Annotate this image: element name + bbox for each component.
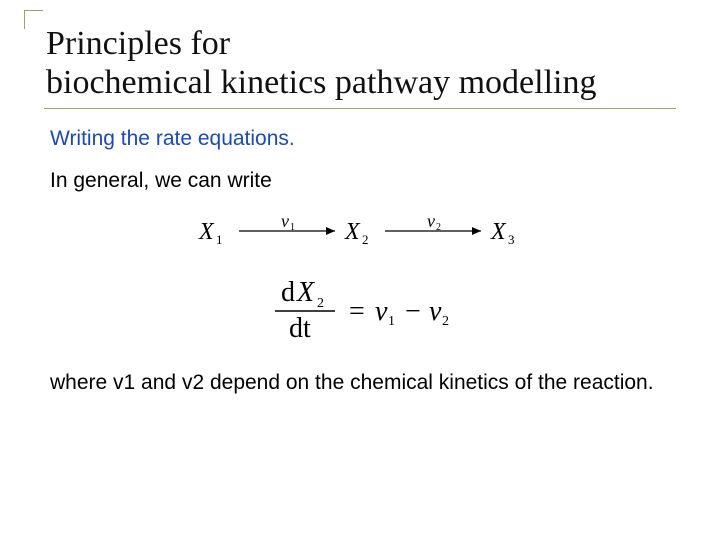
svg-text:3: 3 <box>508 232 515 247</box>
closing-text: where v1 and v2 depend on the chemical k… <box>50 371 670 395</box>
lead-text: In general, we can write <box>50 169 670 193</box>
title-underline <box>44 108 676 109</box>
closing-mid: and <box>135 371 182 394</box>
svg-text:v: v <box>427 211 435 231</box>
closing-v1-sub: 1 <box>124 371 136 394</box>
subtitle: Writing the rate equations. <box>50 127 670 151</box>
svg-text:v: v <box>429 296 442 327</box>
reaction-diagram: X1v1X2v2X3 <box>50 211 670 251</box>
slide-body: Writing the rate equations. In general, … <box>40 127 680 395</box>
svg-text:v: v <box>375 296 388 327</box>
svg-text:2: 2 <box>442 314 449 329</box>
svg-text:1: 1 <box>290 222 295 233</box>
svg-text:2: 2 <box>362 232 369 247</box>
equation-svg: dX2dt=v1−v2 <box>257 271 463 351</box>
slide: Principles for biochemical kinetics path… <box>0 0 720 540</box>
reaction-svg: X1v1X2v2X3 <box>187 211 533 251</box>
svg-text:X: X <box>490 219 507 245</box>
closing-pre: where <box>50 371 113 394</box>
closing-post: depend on the chemical kinetics of the r… <box>204 371 653 394</box>
svg-text:X: X <box>198 219 215 245</box>
closing-v2: v <box>182 371 193 394</box>
title-line-1: Principles for <box>46 25 230 62</box>
slide-title: Principles for biochemical kinetics path… <box>46 24 680 102</box>
svg-text:X: X <box>344 219 361 245</box>
svg-text:2: 2 <box>317 296 324 311</box>
svg-text:=: = <box>349 296 365 327</box>
closing-v2-sub: 2 <box>192 371 204 394</box>
svg-text:2: 2 <box>436 222 441 233</box>
corner-decoration <box>24 10 43 29</box>
svg-text:1: 1 <box>388 314 395 329</box>
svg-text:X: X <box>296 277 315 308</box>
svg-text:1: 1 <box>216 232 223 247</box>
closing-v1: v <box>113 371 124 394</box>
rate-equation: dX2dt=v1−v2 <box>50 271 670 351</box>
svg-text:d: d <box>281 277 295 308</box>
svg-text:−: − <box>405 296 421 327</box>
svg-text:dt: dt <box>289 313 311 344</box>
title-line-2: biochemical kinetics pathway modelling <box>46 64 596 101</box>
svg-text:v: v <box>281 211 289 231</box>
